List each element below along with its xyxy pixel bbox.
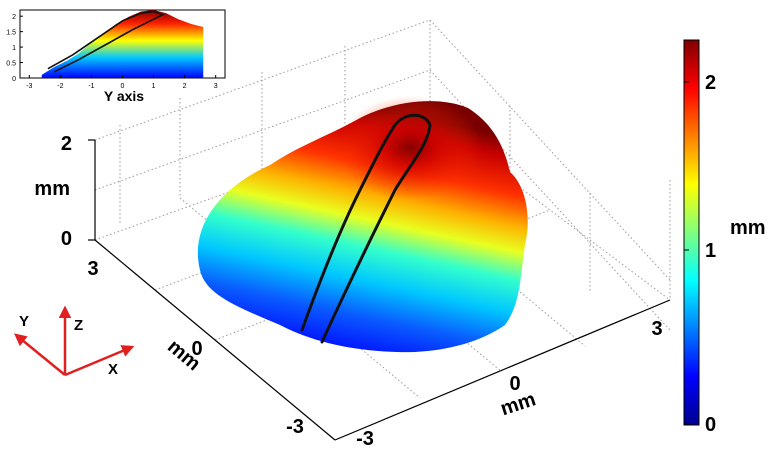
axes-icon-z: Z [74,317,83,334]
inset-x-tick: -1 [88,83,94,90]
x-tick-3: 3 [651,318,662,340]
trace-outline [300,113,432,344]
colorbar-scale [683,39,700,426]
axes-icon-y: Y [19,313,29,330]
inset-x-tick: 2 [183,83,187,90]
y-tick-neg3: -3 [286,416,304,438]
colorbar-tick-0: 0 [705,414,716,436]
z-axis: 2 mm 0 [34,133,72,250]
inset-x-tick: -2 [57,83,63,90]
y-tick-3: 3 [87,258,98,280]
x-tick-0: 0 [509,373,520,395]
inset-y-tick: 0.5 [6,61,16,68]
x-tick-neg3: -3 [356,428,374,450]
inset-y-tick: 1 [12,45,16,52]
axes-orientation-icon: Y Z X [14,305,135,378]
axes-icon-x: X [108,361,118,378]
surface [197,96,528,353]
inset-area [41,10,204,78]
colorbar-label: mm [730,217,766,239]
colorbar: 0 1 2 mm [683,39,766,436]
inset-y-tick: 1.5 [6,30,16,37]
y-tick-0: 0 [191,338,202,360]
inset-x-tick: -3 [26,83,32,90]
inset-x-tick: 1 [152,83,156,90]
inset-y-tick: 0 [12,76,16,83]
axes-frame [88,139,671,441]
colorbar-tick-1: 1 [705,240,716,262]
x-axis: -3 0 3 mm [356,318,662,450]
surface-peak [338,96,482,200]
inset-y-tick: 2 [12,14,16,21]
inset-x-tick: 3 [214,83,218,90]
inset-x-tick: 0 [121,83,125,90]
z-tick-0: 0 [61,228,72,250]
inset-trace [47,10,165,73]
colorbar-tick-2: 2 [705,72,716,94]
inset-chart: 0 0.5 1 1.5 2 -3 -2 -1 0 1 2 3 Y axis [6,9,226,104]
x-axis-label: mm [498,388,539,420]
z-axis-label: mm [34,178,70,200]
inset-x-label: Y axis [104,88,144,104]
z-tick-2: 2 [61,133,72,155]
